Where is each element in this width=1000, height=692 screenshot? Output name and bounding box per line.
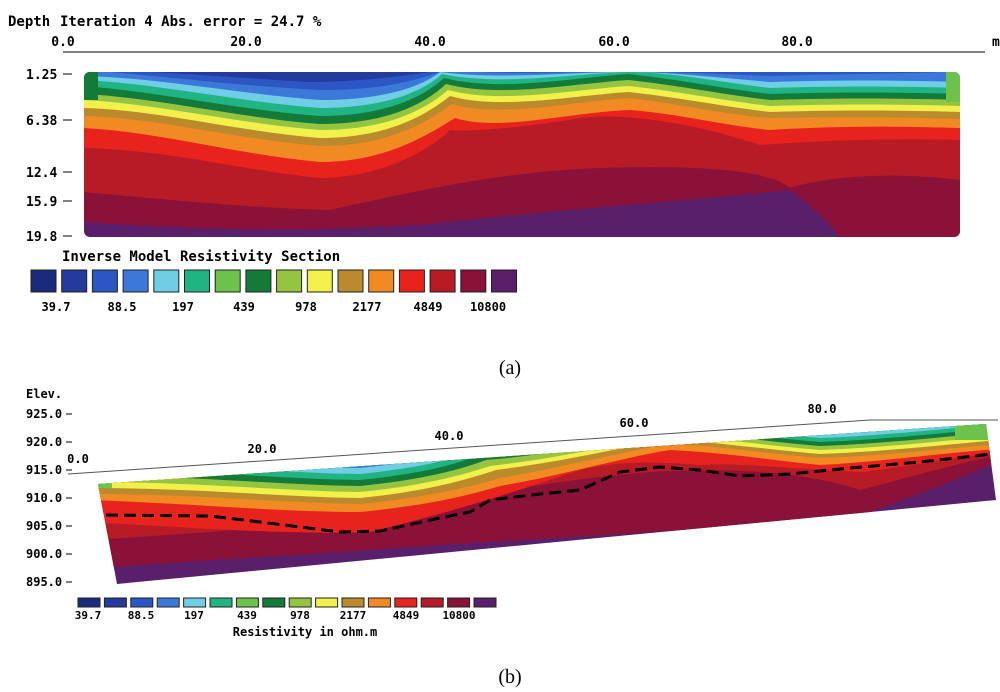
x-tick-label: 0.0: [51, 35, 75, 50]
legend-swatch: [156, 597, 180, 608]
legend-swatch: [341, 597, 365, 608]
legend-value-label: 978: [295, 300, 317, 314]
depth-axis: 1.25 6.38 12.4 15.9 19.8: [26, 68, 72, 245]
x-tick-label: 80.0: [808, 402, 837, 416]
resistivity-section-a: [84, 72, 960, 237]
x-tick-label: 40.0: [414, 35, 445, 50]
resistivity-section-b: [98, 424, 996, 584]
legend-swatch: [276, 269, 303, 293]
legend-swatch: [398, 269, 425, 293]
x-tick-label: 80.0: [781, 35, 812, 50]
legend-swatch: [315, 597, 339, 608]
legend-swatch: [103, 597, 127, 608]
legend-value-label: 4849: [414, 300, 443, 314]
legend-swatch: [447, 597, 471, 608]
legend-value-label: 10800: [442, 609, 475, 622]
legend-swatch: [61, 269, 88, 293]
elev-axis-title: Elev.: [26, 387, 62, 401]
legend-value-label: 2177: [340, 609, 367, 622]
legend-swatch: [420, 597, 444, 608]
section-title: Inverse Model Resistivity Section: [62, 249, 340, 265]
color-legend-b: [77, 597, 497, 608]
legend-swatch: [394, 597, 418, 608]
legend-swatch: [77, 597, 101, 608]
legend-swatch: [153, 269, 180, 293]
legend-swatch: [368, 269, 395, 293]
panel-a: Depth Iteration 4 Abs. error = 24.7 % 0.…: [8, 14, 1000, 379]
legend-value-label: 88.5: [128, 609, 155, 622]
legend-swatch: [235, 597, 259, 608]
legend-swatch: [491, 269, 517, 293]
depth-tick-label: 19.8: [26, 230, 57, 245]
legend-value-label: 39.7: [42, 300, 71, 314]
legend-swatch: [262, 597, 286, 608]
elev-tick-label: 905.0: [26, 519, 62, 533]
legend-swatch: [429, 269, 456, 293]
legend-value-label: 978: [290, 609, 310, 622]
x-tick-label: 60.0: [620, 416, 649, 430]
elev-tick-label: 895.0: [26, 575, 62, 589]
x-axis-b: 0.0 20.0 40.0 60.0 80.0: [67, 402, 998, 475]
legend-value-label: 439: [237, 609, 257, 622]
color-legend-a: [30, 269, 517, 293]
depth-tick-label: 12.4: [26, 166, 57, 181]
legend-swatch: [209, 597, 233, 608]
legend-swatch: [184, 269, 210, 293]
caption-b: (b): [498, 666, 521, 688]
legend-value-label: 2177: [353, 300, 382, 314]
legend-unit-label: Resistivity in ohm.m: [233, 625, 378, 639]
depth-tick-label: 15.9: [26, 195, 57, 210]
elev-tick-label: 915.0: [26, 463, 62, 477]
depth-tick-label: 1.25: [26, 68, 57, 83]
elev-tick-label: 910.0: [26, 491, 62, 505]
legend-value-label: 197: [172, 300, 194, 314]
elev-tick-label: 925.0: [26, 407, 62, 421]
legend-value-label: 4849: [393, 609, 420, 622]
legend-value-label: 10800: [470, 300, 506, 314]
caption-a: (a): [499, 357, 521, 379]
x-tick-label: 20.0: [230, 35, 261, 50]
x-tick-label: 60.0: [598, 35, 629, 50]
elev-tick-label: 920.0: [26, 435, 62, 449]
elev-axis: 925.0 920.0 915.0 910.0 905.0 900.0 895.…: [26, 407, 72, 589]
legend-swatch: [183, 597, 207, 608]
legend-swatch: [245, 269, 272, 293]
legend-swatch: [122, 269, 149, 293]
legend-swatch: [130, 597, 154, 608]
legend-swatch: [91, 269, 118, 293]
legend-value-label: 197: [184, 609, 204, 622]
legend-swatch: [30, 269, 57, 293]
legend-swatch: [214, 269, 241, 293]
x-tick-label: 20.0: [248, 442, 277, 456]
legend-value-label: 88.5: [108, 300, 137, 314]
interface-dashed-line: [105, 452, 993, 534]
x-tick-label: 40.0: [435, 429, 464, 443]
legend-swatch: [367, 597, 391, 608]
legend-swatch: [288, 597, 312, 608]
legend-value-label: 39.7: [75, 609, 102, 622]
x-axis-a: 0.0 20.0 40.0 60.0 80.0 m: [51, 35, 1000, 53]
legend-labels-b: 39.7 88.5 197 439 978 2177 4849 10800: [75, 609, 476, 622]
legend-value-label: 439: [233, 300, 255, 314]
x-tick-label: 0.0: [67, 452, 89, 466]
legend-swatch: [337, 269, 364, 293]
iteration-error-text: Iteration 4 Abs. error = 24.7 %: [60, 14, 322, 30]
legend-swatch: [306, 269, 333, 293]
legend-swatch: [473, 597, 497, 608]
depth-axis-title: Depth: [8, 14, 50, 30]
legend-labels-a: 39.7 88.5 197 439 978 2177 4849 10800: [42, 300, 507, 314]
depth-tick-label: 6.38: [26, 114, 57, 129]
x-unit-label: m: [992, 35, 1000, 50]
panel-b: Elev. 925.0 920.0 915.0 910.0 905.0 900.…: [26, 387, 998, 688]
legend-swatch: [460, 269, 487, 293]
elev-tick-label: 900.0: [26, 547, 62, 561]
